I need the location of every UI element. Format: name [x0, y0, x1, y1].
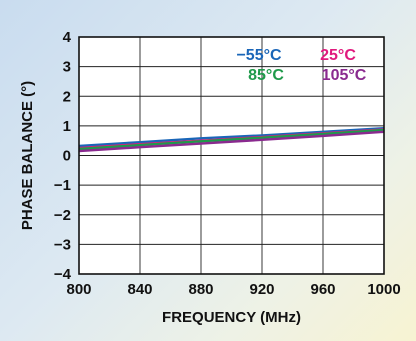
series-line-0 — [78, 127, 385, 148]
x-tick-label: 920 — [249, 281, 274, 298]
y-tick-label: −2 — [54, 207, 71, 224]
y-tick-label: 3 — [63, 59, 71, 76]
legend-entry-minus55: −55°C — [236, 47, 282, 64]
y-tick-label: 2 — [63, 88, 71, 105]
series-line-3 — [78, 130, 385, 153]
x-tick-label: 960 — [310, 281, 335, 298]
legend-entry-25: 25°C — [320, 47, 356, 64]
x-tick-label: 800 — [66, 281, 91, 298]
y-axis-title: PHASE BALANCE (°) — [19, 81, 36, 230]
x-tick-label: 840 — [127, 281, 152, 298]
legend-entry-85: 85°C — [248, 67, 284, 84]
grid — [79, 37, 384, 274]
tick-labels: 800 840 880 920 960 1000 4 3 2 1 0 −1 −2 −3 −4 — [54, 29, 401, 298]
plot-border — [78, 36, 385, 275]
y-tick-label: 0 — [63, 148, 71, 165]
y-tick-label: −4 — [54, 266, 72, 283]
y-tick-label: −3 — [54, 236, 71, 253]
series-lines — [78, 127, 385, 153]
y-tick-label: 4 — [63, 29, 72, 46]
x-tick-label: 1000 — [367, 281, 400, 298]
legend-entry-105: 105°C — [322, 67, 367, 84]
x-tick-label: 880 — [188, 281, 213, 298]
y-tick-label: −1 — [54, 177, 71, 194]
series-line-2 — [78, 128, 385, 151]
legend: −55°C 25°C 85°C 105°C — [236, 47, 366, 84]
y-tick-label: 1 — [63, 118, 71, 135]
x-axis-title: FREQUENCY (MHz) — [162, 309, 301, 326]
